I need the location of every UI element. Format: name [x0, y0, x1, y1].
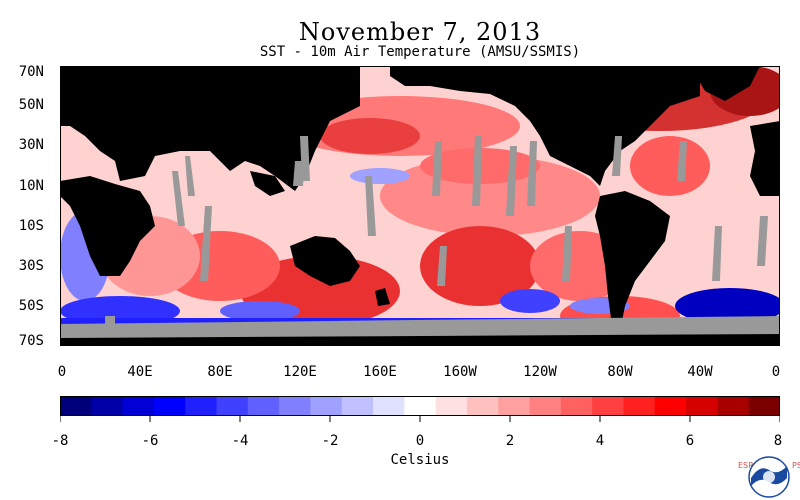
- lat-label-70s: 70S: [18, 333, 44, 349]
- map-frame: [60, 66, 780, 346]
- esrl-text: ESRL: [738, 461, 759, 470]
- africa-east-land: [750, 121, 780, 196]
- sea-islands-land: [250, 171, 285, 196]
- map-subtitle: SST - 10m Air Temperature (AMSU/SSMIS): [259, 44, 581, 60]
- colorbar-tick-label: -2: [321, 433, 339, 449]
- lon-label-80e: 80E: [207, 364, 233, 380]
- psd-text: PSD: [792, 461, 800, 470]
- sst-anomaly-map: [60, 66, 780, 346]
- colorbar-segment: [341, 396, 374, 416]
- colorbar-segment: [153, 396, 186, 416]
- colorbar-segment: [373, 396, 405, 416]
- colorbar-tick-label: -4: [231, 433, 249, 449]
- south-america-land: [595, 191, 670, 331]
- colorbar-frame: [60, 396, 780, 416]
- colorbar-segment: [748, 396, 780, 416]
- australia-land: [290, 236, 360, 286]
- colorbar-tick-label: -6: [141, 433, 159, 449]
- greenland-land: [690, 66, 760, 101]
- colorbar-segment: [404, 396, 437, 416]
- lon-label-0: 0: [57, 364, 67, 380]
- colorbar-segment: [654, 396, 687, 416]
- colorbar-segment: [560, 396, 593, 416]
- colorbar-segment: [435, 396, 468, 416]
- lon-label-160e: 160E: [363, 364, 397, 380]
- lat-label-10n: 10N: [18, 178, 44, 194]
- colorbar-segment: [185, 396, 218, 416]
- lat-label-30n: 30N: [18, 137, 44, 153]
- colorbar-segment: [60, 396, 92, 416]
- colorbar-tick-label: 6: [685, 433, 695, 449]
- lat-label-50s: 50S: [18, 298, 44, 314]
- lon-label-40e: 40E: [127, 364, 153, 380]
- north-america-land: [390, 66, 700, 186]
- colorbar-segment: [717, 396, 750, 416]
- colorbar-segment: [216, 396, 249, 416]
- new-zealand-land: [375, 288, 390, 306]
- eurasia-land: [60, 66, 360, 191]
- colorbar-segment: [623, 396, 656, 416]
- land-masses: [60, 66, 780, 331]
- colorbar-segment: [686, 396, 718, 416]
- colorbar-segment: [310, 396, 343, 416]
- colorbar-segment: [279, 396, 311, 416]
- colorbar-tick-label: -8: [51, 433, 69, 449]
- map-title: November 7, 2013: [298, 18, 542, 46]
- colorbar-segment: [122, 396, 155, 416]
- colorbar-segment: [592, 396, 624, 416]
- lon-label-160w: 160W: [443, 364, 477, 380]
- colorbar-segment: [498, 396, 531, 416]
- lon-label-40w: 40W: [687, 364, 713, 380]
- colorbar-segment: [247, 396, 280, 416]
- lon-label-0-east: 0: [771, 364, 781, 380]
- lon-label-120w: 120W: [523, 364, 557, 380]
- lat-label-70n: 70N: [18, 64, 44, 80]
- lon-label-80w: 80W: [607, 364, 633, 380]
- noaa-logo: [748, 456, 790, 498]
- lon-label-120e: 120E: [283, 364, 317, 380]
- colorbar-segment: [466, 396, 499, 416]
- lat-label-50n: 50N: [18, 97, 44, 113]
- colorbar-tick-label: 8: [773, 433, 783, 449]
- colorbar-segment: [529, 396, 562, 416]
- colorbar: [60, 396, 780, 422]
- antarctica-land: [60, 334, 780, 346]
- colorbar-segment: [91, 396, 124, 416]
- colorbar-tick-label: 4: [595, 433, 605, 449]
- colorbar-unit-label: Celsius: [390, 452, 450, 468]
- lat-label-30s: 30S: [18, 258, 44, 274]
- colorbar-tick-label: 2: [505, 433, 515, 449]
- lat-label-10s: 10S: [18, 218, 44, 234]
- japan-land: [330, 71, 360, 106]
- africa-land: [60, 176, 155, 276]
- colorbar-tick-label: 0: [415, 433, 425, 449]
